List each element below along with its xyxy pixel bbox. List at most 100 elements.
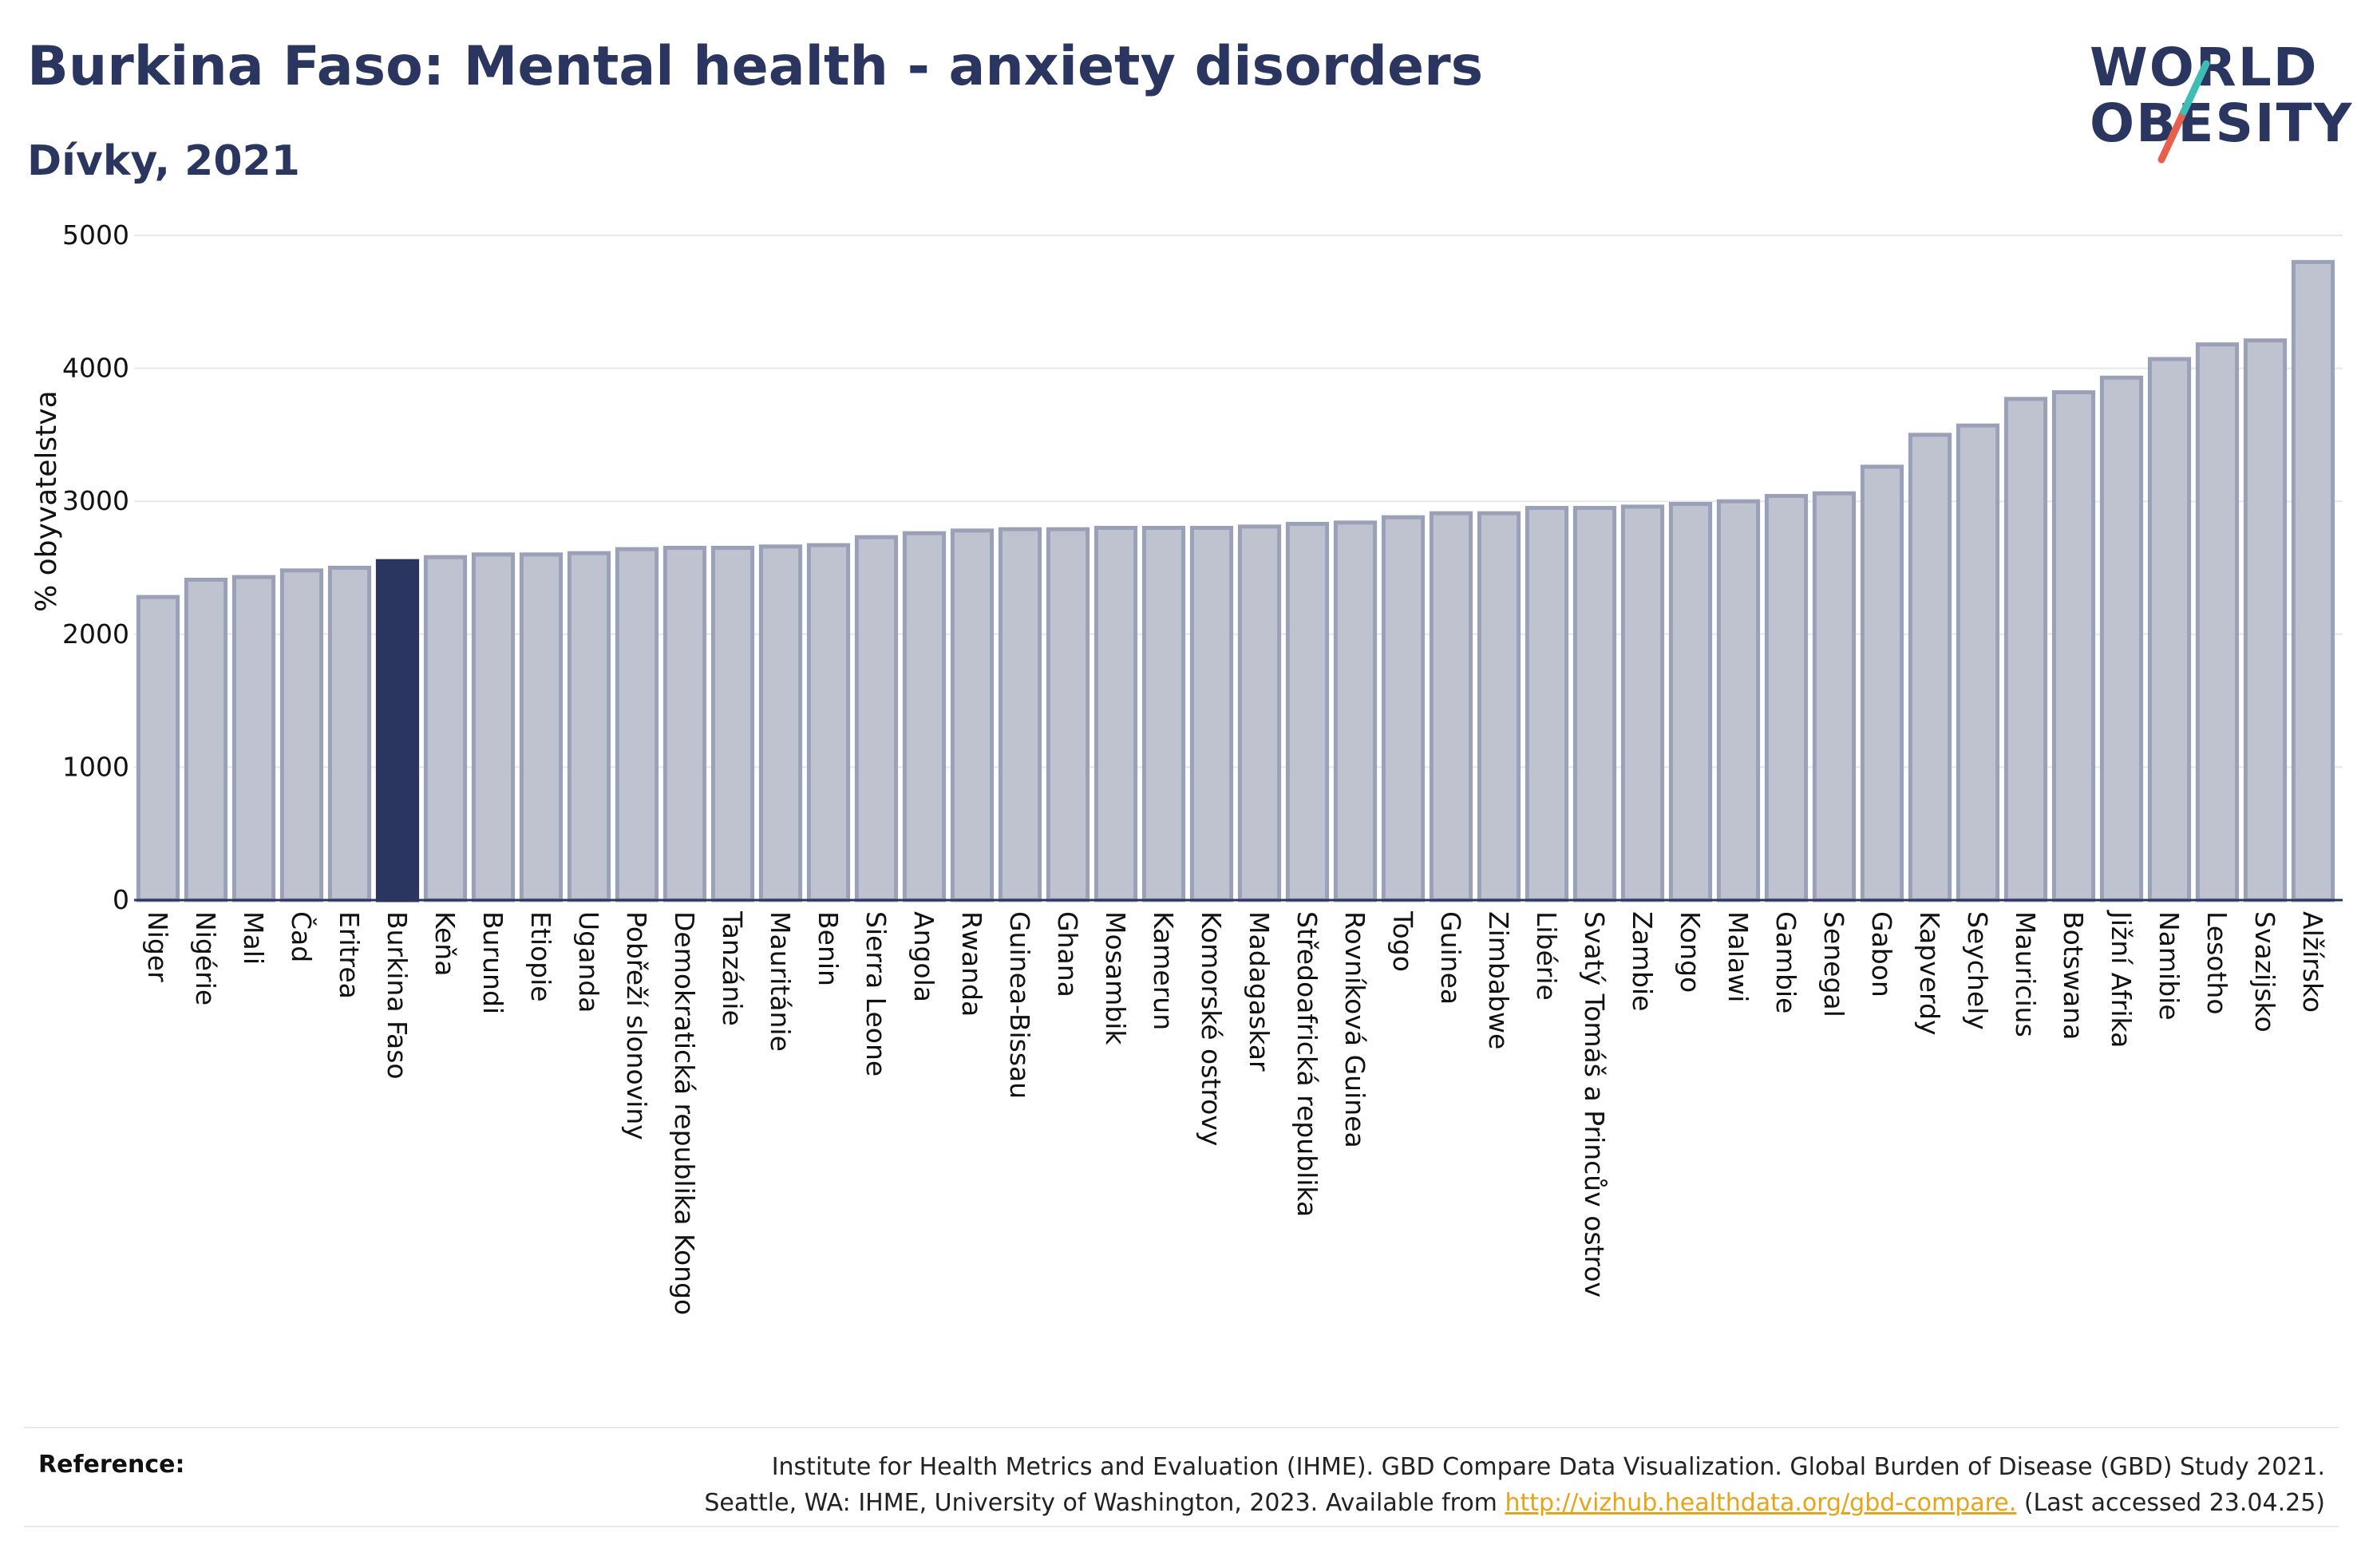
x-tick-label: Svazijsko: [2249, 911, 2280, 1033]
bar: [710, 546, 755, 902]
world-obesity-logo: WORLD OBESITY: [2075, 32, 2351, 168]
y-tick-label: 2000: [62, 618, 129, 650]
x-tick-label: Botswana: [2058, 911, 2089, 1040]
x-tick-label: Madagaskar: [1244, 911, 1275, 1072]
x-tick-label: Mauricius: [2010, 911, 2041, 1037]
x-tick-label: Gambie: [1770, 911, 1801, 1013]
x-tick-label: Čad: [286, 911, 318, 962]
x-tick-label: Středoafrická republika: [1291, 911, 1323, 1217]
bar: [758, 544, 803, 902]
y-tick-label: 4000: [62, 353, 129, 384]
x-tick-label: Komorské ostrovy: [1196, 911, 1227, 1146]
x-tick-label: Libérie: [1531, 911, 1562, 1001]
x-tick-label: Gabon: [1866, 911, 1897, 997]
bar: [2147, 357, 2192, 902]
y-axis-label: % obyvatelstva: [30, 390, 63, 612]
bar: [1525, 506, 1569, 902]
bar: [1429, 511, 1473, 902]
bar: [2195, 342, 2240, 902]
y-tick-label: 1000: [62, 751, 129, 782]
x-tick-label: Kamerun: [1148, 911, 1179, 1030]
x-tick-label: Ghana: [1052, 911, 1083, 997]
bar: [1860, 464, 1904, 902]
bar: [998, 527, 1042, 902]
bar: [423, 555, 468, 902]
x-tick-label: Lesotho: [2201, 911, 2232, 1015]
bar: [1716, 499, 1761, 902]
x-tick-label: Seychely: [1962, 911, 1993, 1030]
bar: [2003, 397, 2048, 902]
x-tick-label: Namibie: [2153, 911, 2185, 1021]
bar: [1812, 491, 1857, 902]
bar: [662, 546, 707, 902]
y-tick-label: 0: [113, 884, 129, 915]
x-tick-label: Burkina Faso: [382, 911, 413, 1080]
page-subtitle: Dívky, 2021: [27, 137, 300, 185]
bar: [2243, 338, 2288, 902]
x-tick-label: Niger: [142, 911, 173, 982]
bar: [1381, 515, 1426, 902]
bar: [1141, 526, 1186, 902]
x-tick-label: Benin: [813, 911, 844, 986]
x-tick-label: Kongo: [1675, 911, 1706, 993]
bar: [567, 551, 611, 902]
x-tick-label: Kapverdy: [1914, 911, 1945, 1036]
bar: [327, 566, 372, 902]
bar: [1046, 527, 1090, 902]
x-tick-label: Jižní Afrika: [2106, 910, 2137, 1048]
bar: [1477, 511, 1521, 902]
bar: [2291, 259, 2335, 902]
x-tick-label: Zambie: [1627, 911, 1658, 1011]
reference-label: Reference:: [38, 1451, 185, 1479]
x-tick-label: Eritrea: [334, 911, 365, 999]
x-tick-label: Senegal: [1818, 911, 1849, 1017]
bar: [1956, 423, 2000, 902]
bar: [1668, 502, 1713, 902]
bar: [1620, 504, 1665, 902]
reference-line-2-suffix: (Last accessed 23.04.25): [2016, 1489, 2325, 1517]
reference-line-2: Seattle, WA: IHME, University of Washing…: [489, 1485, 2325, 1521]
bar: [1333, 520, 1378, 902]
reference-line-1: Institute for Health Metrics and Evaluat…: [771, 1453, 2325, 1481]
x-tick-label: Burundi: [477, 911, 508, 1014]
x-tick-label: Zimbabwe: [1483, 911, 1514, 1049]
reference-link[interactable]: http://vizhub.healthdata.org/gbd-compare…: [1505, 1489, 2017, 1517]
x-tick-label: Rwanda: [956, 911, 987, 1017]
bar: [2051, 390, 2096, 902]
bar: [471, 552, 516, 902]
x-tick-label: Guinea: [1435, 911, 1466, 1005]
bar: [1764, 494, 1809, 902]
x-tick-label: Demokratická republika Kongo: [669, 911, 700, 1315]
x-tick-label: Pobřeží slonoviny: [621, 911, 652, 1140]
bar: [231, 575, 276, 902]
divider-top: [24, 1427, 2339, 1428]
bar: [1285, 522, 1330, 902]
reference-text: Institute for Health Metrics and Evaluat…: [489, 1449, 2325, 1521]
bar: [279, 568, 324, 902]
y-tick-label: 3000: [62, 485, 129, 516]
bar: [184, 577, 228, 902]
bar: [1908, 432, 1952, 902]
bar: [902, 531, 947, 902]
bar: [2099, 375, 2144, 902]
x-tick-label: Svatý Tomáš a Princův ostrov: [1579, 911, 1610, 1297]
bar: [615, 547, 659, 902]
bar: [950, 528, 995, 902]
x-tick-label: Sierra Leone: [860, 911, 892, 1076]
y-tick-label: 5000: [62, 219, 129, 251]
x-tick-label: Nigérie: [190, 911, 221, 1005]
x-tick-label: Mali: [238, 911, 269, 965]
bar: [1189, 526, 1234, 902]
x-tick-label: Mosambik: [1100, 911, 1131, 1045]
bar: [519, 552, 564, 902]
x-tick-label: Uganda: [573, 911, 604, 1013]
bar-chart: 0 1000 2000 3000 4000 5000 % obyvatelstva Niger…: [30, 219, 2343, 1315]
bar: [854, 535, 899, 902]
bar: [1237, 524, 1282, 902]
bar: [375, 559, 420, 902]
x-tick-label: Mauritánie: [765, 911, 796, 1052]
x-tick-label: Togo: [1387, 910, 1418, 972]
reference-line-2-prefix: Seattle, WA: IHME, University of Washing…: [704, 1489, 1505, 1517]
logo-line-2: OBESITY: [2090, 93, 2354, 154]
logo-slash-icon: [2157, 60, 2210, 164]
